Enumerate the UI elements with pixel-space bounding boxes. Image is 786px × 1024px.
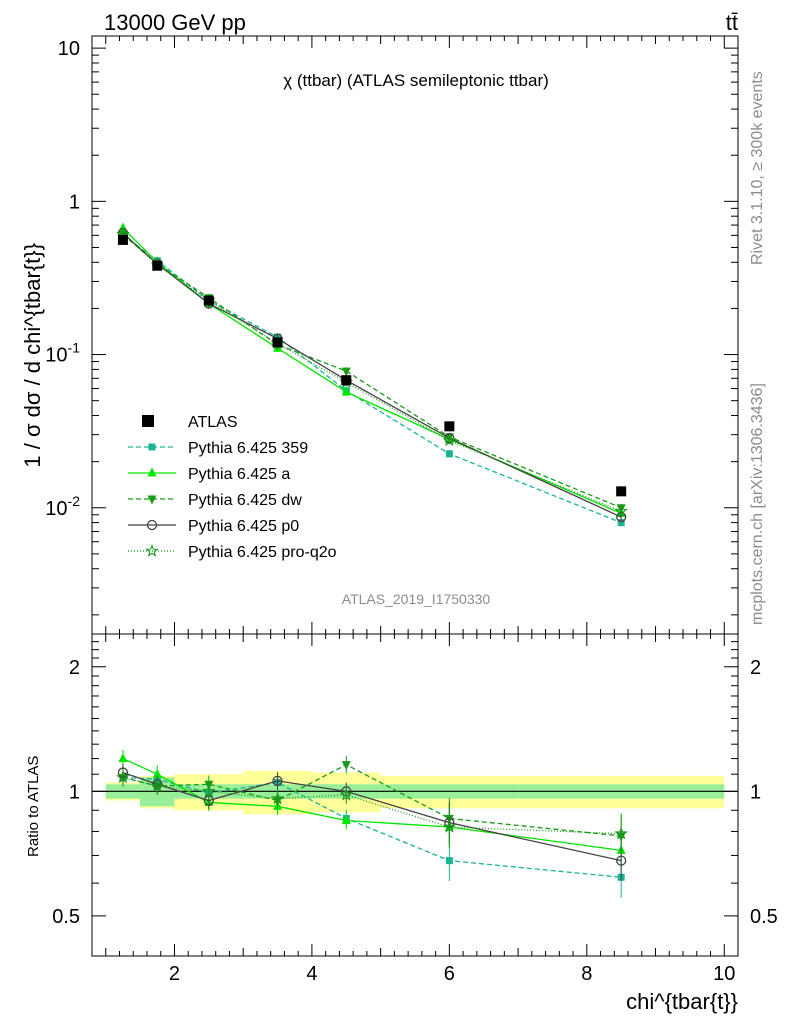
ratio-y-tick-label: 0.5 [52, 906, 80, 928]
ratio-frame [91, 633, 739, 957]
data-point [203, 295, 214, 306]
ratio-y-axis-label: Ratio to ATLAS [25, 756, 42, 857]
mcplots-label: mcplots.cern.ch [arXiv:1306.3436] [749, 383, 766, 625]
ratio-point [339, 787, 354, 801]
x-tick-label: 8 [581, 963, 592, 985]
ratio-point [272, 775, 283, 787]
y-tick-label: 10-2 [45, 493, 80, 520]
data-point [117, 234, 128, 245]
data-point [272, 337, 283, 348]
y-tick-label: 10-1 [45, 340, 80, 367]
legend-label: Pythia 6.425 a [188, 466, 290, 483]
rivet-label: Rivet 3.1.10, ≥ 300k events [749, 71, 766, 265]
ratio-point [116, 770, 130, 784]
legend-label: Pythia 6.425 p0 [188, 518, 299, 535]
legend-label: Pythia 6.425 359 [188, 440, 308, 457]
header-left: 13000 GeV pp [104, 10, 246, 35]
ratio-point [445, 857, 453, 865]
x-tick-label: 4 [306, 963, 317, 985]
ratio-point [118, 753, 128, 763]
ratio-y-tick-label: 2 [69, 657, 80, 679]
ratio-bands [92, 770, 738, 815]
legend-item: Pythia 6.425 a [128, 466, 290, 483]
legend-marker [142, 415, 154, 427]
series-point [445, 450, 453, 458]
legend-item: ATLAS [142, 414, 238, 431]
series-point [617, 519, 625, 527]
ratio-y-tick-label: 1 [69, 781, 80, 803]
legend-marker [148, 443, 156, 451]
y-axis-label: 1 / σ dσ / d chi^{tbar{t}} [20, 243, 45, 468]
series-point [614, 504, 628, 517]
data-point [444, 421, 455, 432]
series-point [341, 367, 351, 377]
plot-area [116, 222, 628, 898]
data-series [117, 234, 627, 497]
x-axis-label: chi^{tbar{t}} [626, 989, 738, 1014]
ratio-point [341, 761, 351, 771]
legend-item: Pythia 6.425 359 [128, 440, 308, 457]
ratio-point [614, 826, 628, 840]
header-right: tt̄ [726, 10, 738, 35]
ratio-point [442, 819, 457, 833]
ratio-point [202, 784, 216, 798]
legend-item: Pythia 6.425 p0 [128, 518, 299, 535]
data-point [341, 375, 352, 386]
series-point [442, 433, 457, 447]
legend-marker [145, 543, 159, 557]
x-tick-label: 10 [713, 963, 735, 985]
ratio-point [150, 778, 165, 792]
legend-label: ATLAS [188, 414, 238, 431]
ratio-y-tick-label: 1 [750, 781, 761, 803]
chart-title: χ (ttbar) (ATLAS semileptonic ttbar) [283, 71, 549, 90]
ratio-y-tick-label: 2 [750, 657, 761, 679]
series-point [341, 386, 351, 396]
legend-marker [147, 495, 157, 505]
ratio-point [341, 815, 351, 825]
series-4 [116, 227, 628, 855]
legend-label: Pythia 6.425 pro-q2o [188, 544, 337, 561]
legend-item: Pythia 6.425 dw [128, 492, 302, 509]
ratio-point [270, 791, 285, 805]
watermark: ATLAS_2019_I1750330 [342, 591, 491, 607]
legend-item: Pythia 6.425 pro-q2o [128, 543, 337, 561]
axes: 2 4 6 8 10 10 1 10-1 10-2 0.5 0.5 1 1 2 2 [45, 35, 778, 985]
legend-marker [147, 467, 157, 477]
x-tick-label: 6 [444, 963, 455, 985]
legend-marker [146, 519, 158, 531]
data-point [616, 486, 627, 497]
x-tick-label: 2 [169, 963, 180, 985]
y-tick-label: 10 [58, 38, 80, 60]
legend: ATLAS Pythia 6.425 359 Pythia 6.425 a Pythi… [128, 414, 337, 561]
ratio-point [152, 768, 162, 778]
ratio-y-tick-label: 0.5 [750, 906, 778, 928]
ratio-point [616, 855, 627, 866]
data-point [152, 260, 163, 271]
y-tick-label: 1 [69, 191, 80, 213]
legend-label: Pythia 6.425 dw [188, 492, 302, 509]
